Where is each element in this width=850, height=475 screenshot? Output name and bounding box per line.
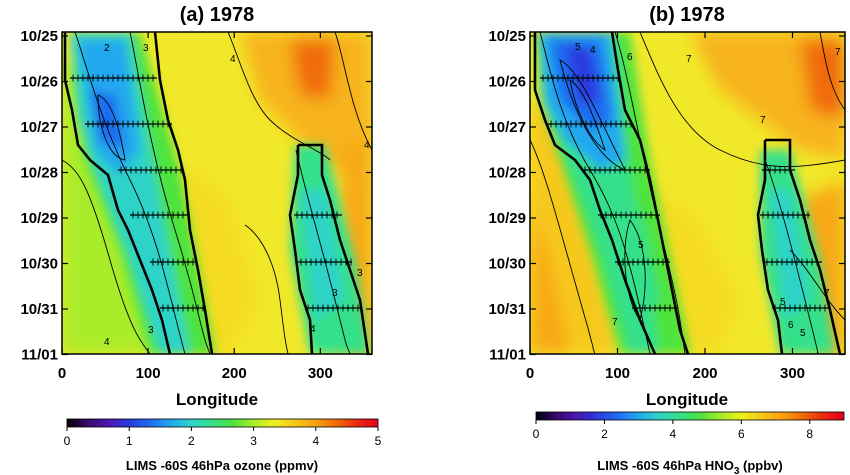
panel-a-contour-labels: 2 3 3 4 4 3 4 3 4 bbox=[104, 43, 370, 348]
contour-label: 7 bbox=[686, 54, 692, 65]
contour-label: 5 bbox=[575, 42, 581, 53]
contour-label: 5 bbox=[800, 328, 806, 339]
colorbar-b-label-suffix: (ppbv) bbox=[739, 458, 782, 473]
colorbar-tick-label: 2 bbox=[188, 434, 195, 448]
y-tick-label: 10/31 bbox=[20, 301, 58, 318]
contour-label: 3 bbox=[143, 43, 149, 54]
contour-label: 3 bbox=[332, 288, 338, 299]
y-tick-label: 10/28 bbox=[20, 165, 58, 182]
panel-b-frame bbox=[529, 31, 846, 355]
y-tick-label: 10/28 bbox=[488, 165, 526, 182]
contour-label: 4 bbox=[104, 337, 110, 348]
y-tick-label: 10/27 bbox=[488, 119, 526, 136]
panel-b-hatches bbox=[540, 74, 830, 312]
colorbar-a-gradient bbox=[66, 418, 379, 428]
contour-label: 5 bbox=[638, 240, 644, 251]
y-tick-label: 11/01 bbox=[21, 347, 58, 364]
contour-label: 4 bbox=[364, 140, 370, 151]
x-tick-label: 100 bbox=[605, 365, 630, 382]
panel-a-title: (a) 1978 bbox=[180, 4, 255, 26]
x-tick-label: 0 bbox=[58, 365, 66, 382]
panel-b-axes: 0 100 200 300 10/25 10/26 10/27 10/28 10/29 10/30… bbox=[488, 28, 845, 382]
panel-a-frame bbox=[61, 31, 373, 355]
y-tick-label: 10/25 bbox=[488, 28, 526, 45]
panel-a-xlabel: Longitude bbox=[176, 390, 258, 409]
panel-b-heatmap: 5 4 6 7 7 5 5 7 6 5 7 7 bbox=[530, 32, 845, 354]
contour-label: 4 bbox=[230, 54, 236, 65]
colorbar-a-label: LIMS -60S 46hPa ozone (ppmv) bbox=[126, 458, 318, 473]
panel-b-title: (b) 1978 bbox=[649, 4, 725, 26]
contour-label: 6 bbox=[788, 320, 794, 331]
panel-b-xlabel: Longitude bbox=[646, 390, 728, 409]
colorbar-tick-label: 1 bbox=[126, 434, 133, 448]
panel-b-contour-labels: 5 4 6 7 7 5 5 7 6 5 7 7 bbox=[575, 42, 841, 339]
contour-label: 2 bbox=[104, 43, 110, 54]
panel-a-axes: 0 100 200 300 10/25 10/26 10/27 10/28 10/29 10/30… bbox=[20, 28, 372, 382]
contour-label: 4 bbox=[310, 324, 316, 335]
y-tick-label: 10/25 bbox=[20, 28, 58, 45]
contour-label: 3 bbox=[148, 325, 154, 336]
colorbar-b-label: LIMS -60S 46hPa HNO3 (ppbv) bbox=[597, 458, 782, 475]
colorbar-tick-label: 4 bbox=[670, 427, 677, 441]
panel-b: (b) 1978 bbox=[488, 4, 846, 475]
colorbar-tick-label: 4 bbox=[312, 434, 319, 448]
y-tick-label: 10/30 bbox=[488, 256, 526, 273]
y-tick-label: 10/27 bbox=[20, 119, 58, 136]
colorbar-tick-label: 3 bbox=[250, 434, 257, 448]
y-tick-label: 10/29 bbox=[488, 210, 526, 227]
x-tick-label: 0 bbox=[526, 365, 534, 382]
colorbar-b-gradient bbox=[535, 411, 845, 421]
contour-label: 6 bbox=[627, 52, 633, 63]
contour-label: 4 bbox=[590, 45, 596, 56]
colorbar-b-label-prefix: LIMS -60S 46hPa HNO bbox=[597, 458, 734, 473]
y-tick-label: 11/01 bbox=[489, 347, 526, 364]
contour-label: 7 bbox=[612, 317, 618, 328]
panel-a-heatmap: 2 3 3 4 4 3 4 3 4 bbox=[62, 32, 372, 354]
contour-label: 7 bbox=[824, 288, 830, 299]
colorbar-tick-label: 2 bbox=[601, 427, 608, 441]
y-tick-label: 10/29 bbox=[20, 210, 58, 227]
y-tick-label: 10/26 bbox=[488, 74, 526, 91]
colorbar-tick-label: 0 bbox=[533, 427, 540, 441]
contour-label: 7 bbox=[835, 47, 841, 58]
y-tick-label: 10/26 bbox=[20, 74, 58, 91]
contour-label: 3 bbox=[357, 268, 363, 279]
y-tick-label: 10/30 bbox=[20, 256, 58, 273]
y-tick-label: 10/31 bbox=[488, 301, 526, 318]
colorbar-b-label-sub: 3 bbox=[734, 466, 740, 475]
colorbar-tick-label: 8 bbox=[806, 427, 813, 441]
colorbar-tick-label: 5 bbox=[375, 434, 382, 448]
x-tick-label: 300 bbox=[780, 365, 805, 382]
panel-b-colorbar: 0 2 4 6 8 LIMS -60S 46hPa HNO3 (ppbv) bbox=[533, 411, 845, 475]
x-tick-label: 200 bbox=[692, 365, 717, 382]
contour-label: 5 bbox=[780, 297, 786, 308]
x-tick-label: 100 bbox=[136, 365, 161, 382]
panel-a-colorbar: 0 1 2 3 4 5 LIMS -60S 46hPa ozone (ppmv) bbox=[64, 418, 382, 473]
colorbar-tick-label: 6 bbox=[738, 427, 745, 441]
x-tick-label: 200 bbox=[222, 365, 247, 382]
contour-label: 7 bbox=[760, 115, 766, 126]
panel-a: (a) 1978 bbox=[20, 4, 381, 473]
colorbar-tick-label: 0 bbox=[64, 434, 71, 448]
x-tick-label: 300 bbox=[308, 365, 333, 382]
panel-a-hatches bbox=[70, 74, 360, 312]
